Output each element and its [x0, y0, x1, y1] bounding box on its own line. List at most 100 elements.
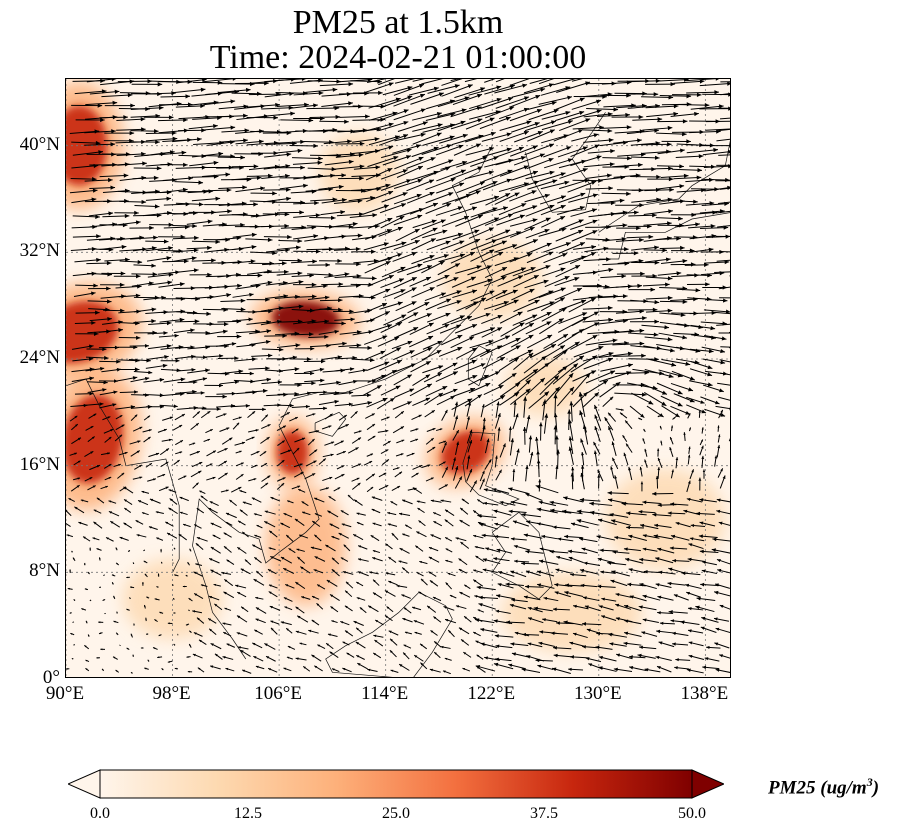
- wind-arrow: [143, 604, 146, 609]
- wind-arrow: [196, 617, 205, 624]
- wind-arrow: [207, 292, 232, 299]
- wind-arrow: [246, 173, 273, 179]
- lon-tick-label: 114°E: [361, 683, 409, 704]
- wind-arrow: [203, 209, 232, 214]
- wind-arrow: [71, 376, 95, 383]
- wind-arrow: [564, 534, 583, 539]
- wind-arrow: [367, 274, 394, 287]
- wind-arrow: [86, 347, 107, 352]
- wind-arrow: [248, 478, 257, 482]
- wind-arrow: [658, 332, 688, 340]
- wind-arrow: [324, 159, 354, 166]
- wind-arrow: [421, 79, 450, 85]
- colorbar-tick-label: 50.0: [678, 805, 706, 822]
- wind-arrow: [425, 192, 454, 204]
- wind-arrow: [514, 448, 520, 466]
- wind-arrow: [92, 537, 100, 541]
- wind-arrow: [450, 79, 460, 82]
- wind-arrow: [509, 94, 541, 108]
- wind-arrow: [475, 665, 496, 672]
- wind-arrow: [719, 297, 730, 299]
- wind-arrow: [186, 219, 213, 225]
- wind-arrow: [261, 475, 271, 482]
- wind-arrow: [536, 570, 555, 577]
- wind-arrow: [657, 271, 682, 276]
- wind-arrow: [235, 139, 264, 145]
- wind-arrow: [396, 165, 424, 178]
- wind-arrow: [66, 667, 70, 670]
- wind-arrow: [244, 559, 252, 566]
- wind-arrow: [232, 422, 240, 430]
- wind-arrow: [652, 512, 672, 517]
- wind-arrow: [116, 151, 146, 157]
- wind-arrow: [470, 156, 499, 167]
- wind-arrow: [512, 205, 538, 215]
- wind-arrow: [367, 155, 399, 168]
- wind-arrow: [512, 413, 519, 430]
- wind-arrow: [705, 298, 728, 303]
- wind-arrow: [179, 511, 188, 516]
- wind-arrow: [433, 616, 442, 623]
- wind-arrow: [379, 203, 407, 214]
- wind-arrow: [143, 415, 151, 421]
- wind-arrow: [156, 586, 159, 588]
- wind-arrow: [527, 617, 544, 624]
- wind-arrow: [567, 549, 588, 554]
- wind-arrow: [69, 612, 72, 614]
- wind-arrow: [295, 606, 305, 614]
- wind-arrow: [380, 215, 405, 229]
- wind-arrow: [279, 183, 308, 190]
- wind-arrow: [255, 665, 265, 670]
- wind-arrow: [193, 140, 224, 146]
- wind-arrow: [363, 460, 373, 466]
- wind-arrow: [417, 507, 425, 514]
- wind-arrow: [177, 368, 196, 372]
- wind-arrow: [521, 667, 541, 673]
- wind-arrow: [541, 110, 571, 120]
- wind-arrow: [571, 322, 600, 336]
- wind-arrow: [89, 464, 101, 471]
- wind-arrow: [524, 217, 551, 230]
- wind-arrow: [582, 596, 600, 602]
- wind-arrow: [596, 535, 616, 541]
- wind-arrow: [70, 484, 80, 492]
- wind-arrow: [100, 648, 105, 651]
- wind-arrow: [169, 498, 178, 505]
- wind-arrow: [366, 311, 391, 323]
- wind-arrow: [88, 413, 97, 419]
- wind-arrow: [247, 410, 256, 419]
- wind-arrow: [524, 279, 549, 289]
- wind-arrow: [686, 497, 703, 503]
- wind-arrow: [412, 112, 442, 121]
- wind-arrow: [686, 668, 704, 674]
- wind-arrow: [143, 560, 148, 564]
- wind-arrow: [499, 120, 532, 131]
- wind-arrow: [208, 628, 217, 636]
- wind-arrow: [108, 510, 120, 517]
- wind-arrow: [452, 429, 460, 441]
- wind-arrow: [412, 464, 423, 470]
- wind-arrow: [395, 453, 404, 457]
- wind-arrow: [89, 316, 112, 322]
- wind-arrow: [314, 534, 322, 542]
- wind-arrow: [525, 204, 555, 217]
- wind-arrow: [509, 438, 515, 456]
- wind-arrow: [537, 664, 554, 671]
- wind-arrow: [552, 646, 572, 650]
- wind-arrow: [661, 359, 691, 366]
- wind-arrow: [659, 299, 688, 304]
- wind-arrow: [498, 372, 517, 387]
- wind-arrow: [549, 549, 569, 554]
- wind-arrow: [307, 272, 334, 278]
- wind-arrow: [132, 139, 160, 145]
- wind-arrow: [718, 107, 730, 109]
- wind-arrow: [123, 522, 133, 529]
- wind-arrow: [223, 591, 235, 599]
- wind-arrow: [478, 603, 496, 610]
- wind-arrow: [458, 568, 467, 574]
- wind-arrow: [538, 500, 557, 507]
- wind-arrow: [601, 615, 617, 621]
- wind-arrow: [172, 223, 197, 229]
- wind-arrow: [254, 629, 263, 635]
- wind-arrow: [185, 623, 190, 626]
